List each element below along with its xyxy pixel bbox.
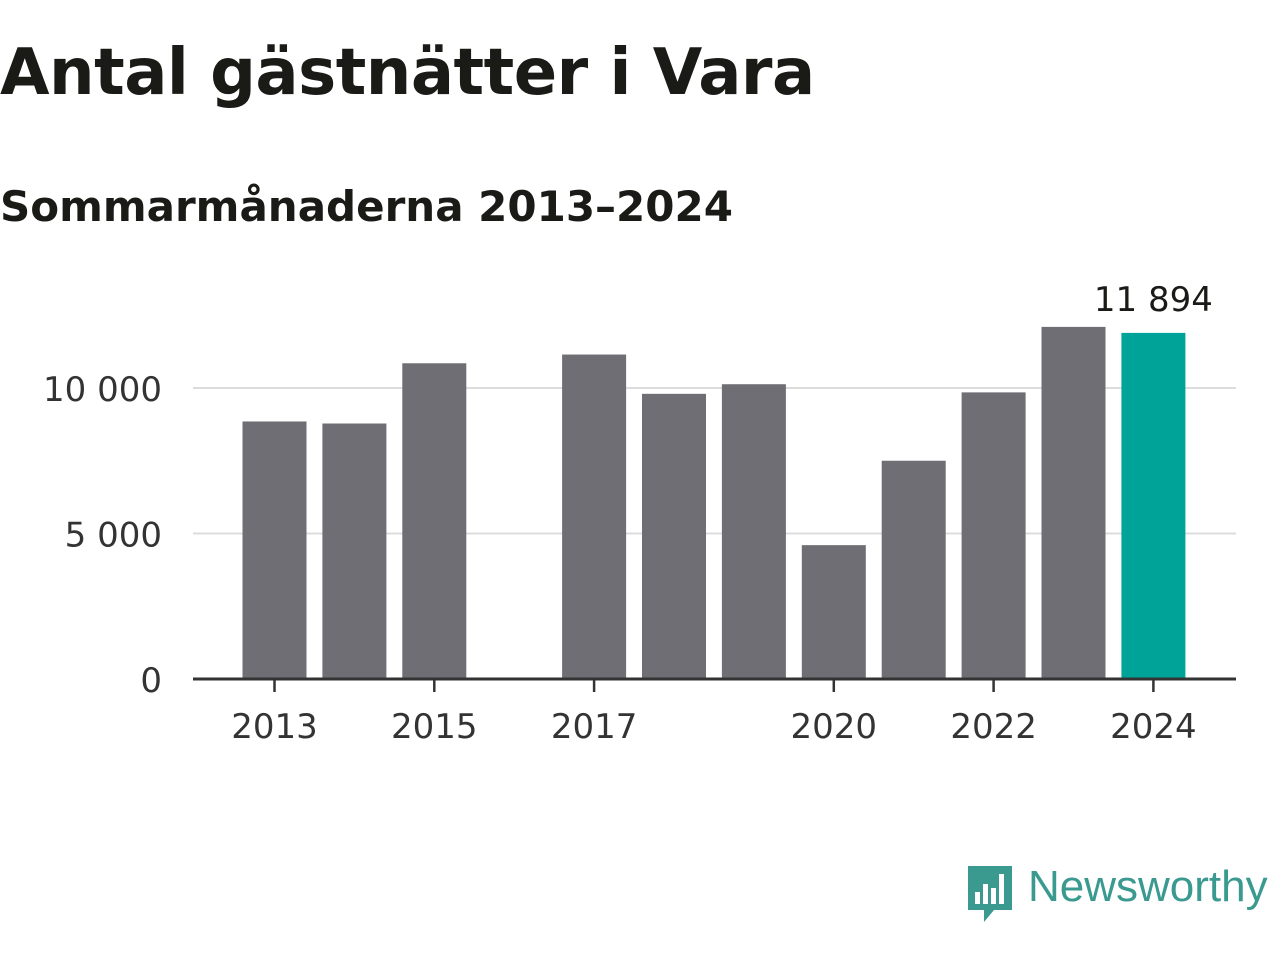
bars	[242, 326, 1186, 679]
bar-2019	[721, 384, 786, 679]
chart-title: Antal gästnätter i Vara	[0, 36, 815, 110]
bar-2020	[801, 545, 866, 679]
brand-name: Newsworthy	[1028, 862, 1268, 911]
x-axis-ticks: 2013 2015 2017 2020 2022 2024	[231, 679, 1197, 747]
chart-subtitle: Sommarmånaderna 2013–2024	[0, 182, 733, 231]
x-tick-label: 2017	[551, 707, 638, 747]
bar-2013	[242, 421, 307, 679]
bar-2017	[562, 354, 627, 679]
bar-2018	[642, 393, 706, 679]
y-tick-label: 10 000	[43, 370, 162, 410]
bar-2015	[402, 363, 467, 679]
y-tick-label: 5 000	[65, 516, 162, 556]
bar-2022	[961, 392, 1026, 679]
x-tick-label: 2015	[391, 707, 478, 747]
bar-2014	[322, 423, 387, 679]
bar-chart: 0 5 000 10 000 2013 2015 2017 2020 2022 2024 11…	[43, 280, 1236, 747]
x-tick-label: 2020	[791, 707, 878, 747]
brand-logo: Newsworthy	[964, 862, 1268, 926]
x-tick-label: 2013	[231, 707, 318, 747]
bar-2024	[1121, 332, 1186, 679]
x-tick-label: 2022	[950, 707, 1037, 747]
bar-2021	[881, 460, 946, 679]
highlight-data-label: 11 894	[1094, 280, 1213, 320]
y-axis-ticks: 0 5 000 10 000	[43, 370, 162, 701]
newsworthy-logo-icon	[968, 866, 1012, 922]
x-tick-label: 2024	[1110, 707, 1197, 747]
y-tick-label: 0	[140, 661, 162, 701]
bar-2023	[1041, 326, 1106, 679]
